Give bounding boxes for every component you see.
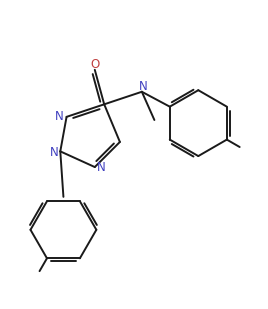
Text: N: N — [50, 146, 58, 159]
Text: N: N — [55, 110, 64, 123]
Text: N: N — [139, 80, 148, 93]
Text: O: O — [90, 58, 99, 71]
Text: N: N — [97, 161, 105, 174]
